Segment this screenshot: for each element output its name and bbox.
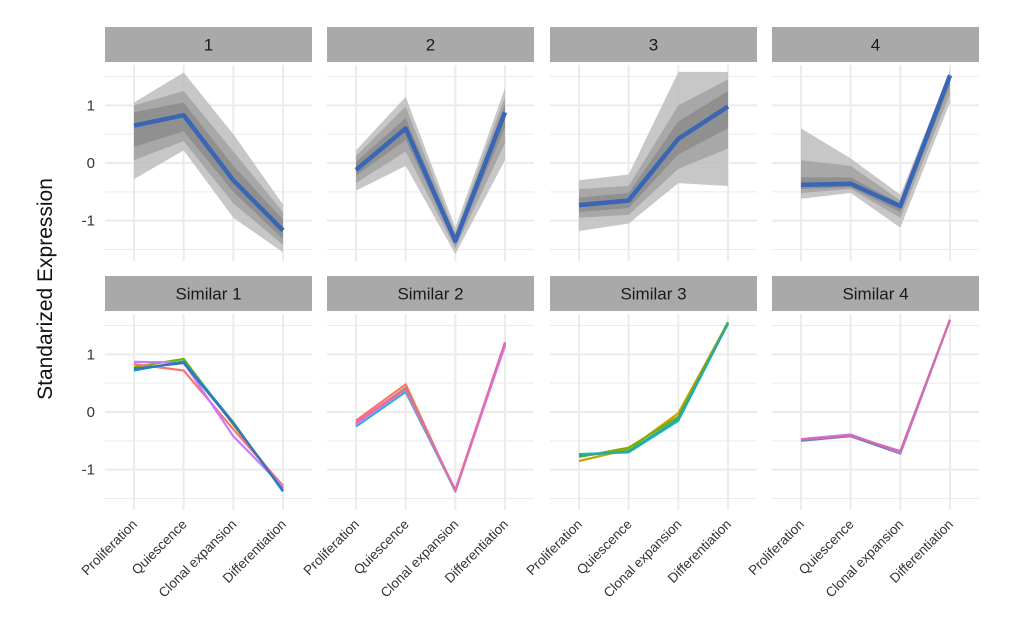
band-inner — [134, 102, 283, 240]
y-tick-label: 0 — [87, 404, 95, 421]
facet-strip-label: 4 — [871, 36, 880, 55]
y-tick-label: -1 — [82, 213, 95, 230]
facet-strip — [105, 276, 312, 311]
facet-strip — [550, 27, 757, 62]
facet-panel-2: 2 — [327, 27, 534, 261]
facet-strip — [550, 276, 757, 311]
mean-line — [800, 74, 953, 209]
facet-strip-label: Similar 4 — [842, 285, 908, 304]
facet-strip-label: 2 — [426, 36, 435, 55]
facet-panel-4: 4 — [772, 27, 979, 261]
facet-strip — [772, 27, 979, 62]
y-tick-label: 1 — [87, 97, 95, 114]
facet-strip-label: Similar 2 — [397, 285, 463, 304]
facet-strip-label: Similar 1 — [175, 285, 241, 304]
mean-line — [354, 111, 508, 244]
facet-strip — [105, 27, 312, 62]
y-tick-label: 0 — [87, 155, 95, 172]
series-line-3 — [800, 319, 952, 453]
facet-panel-3: 3 — [550, 27, 757, 261]
y-tick-label: 1 — [87, 346, 95, 363]
mean-line — [578, 104, 730, 208]
facet-strip — [327, 276, 534, 311]
facet-strip-label: 1 — [204, 36, 213, 55]
series-line-5 — [355, 341, 507, 491]
facet-strip — [772, 276, 979, 311]
series-line-4 — [578, 323, 729, 457]
facet-panel-5: Similar 110-1ProliferationQuiescenceClon… — [79, 276, 312, 600]
y-axis-label: Standarized Expression — [34, 178, 57, 400]
mean-line — [133, 112, 285, 233]
facet-strip-label: 3 — [649, 36, 658, 55]
facet-panel-1: 1 1 0 -1 — [82, 27, 312, 261]
band-inner — [579, 90, 728, 212]
y-tick-label: -1 — [82, 462, 95, 479]
facet-strip-label: Similar 3 — [620, 285, 686, 304]
series-line-3 — [133, 360, 284, 488]
facet-strip — [327, 27, 534, 62]
series-line-5 — [133, 361, 284, 492]
